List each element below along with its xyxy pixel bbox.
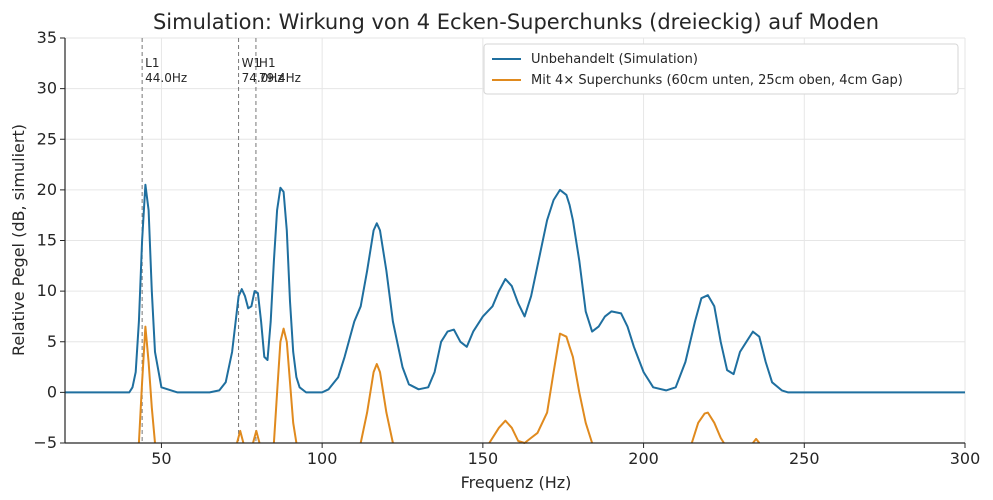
legend-label-superchunks: Mit 4× Superchunks (60cm unten, 25cm obe… (531, 73, 903, 88)
series-line-superchunks-segment-5 (359, 363, 394, 444)
series-line-superchunks-segment-7 (690, 411, 725, 444)
series-line-superchunks-segment-1 (137, 325, 156, 444)
y-tick-label: 25 (37, 129, 57, 148)
x-tick-label: 250 (789, 449, 820, 468)
y-tick-label: 10 (37, 281, 57, 300)
legend-box (483, 43, 959, 95)
mode-freq-label: 74.0Hz (242, 71, 284, 85)
mode-name-label: H1 (259, 56, 276, 70)
series-layer (65, 183, 965, 444)
x-tick-label: 150 (468, 449, 499, 468)
x-tick-label: 200 (628, 449, 659, 468)
series-line-superchunks-segment-4 (272, 327, 298, 444)
series-line-superchunks-segment-2 (236, 429, 245, 444)
series-line-untreated (65, 183, 965, 394)
legend: Unbehandelt (Simulation) Mit 4× Superchu… (483, 43, 959, 95)
y-tick-label: 20 (37, 180, 57, 199)
series-line-superchunks-segment-3 (252, 429, 261, 444)
x-tick-label: 100 (307, 449, 338, 468)
grid-layer (65, 37, 966, 444)
x-axis-label: Frequenz (Hz) (461, 473, 572, 492)
y-axis-label: Relative Pegel (dB, simuliert) (9, 124, 28, 356)
legend-label-untreated: Unbehandelt (Simulation) (531, 52, 698, 67)
chart-title: Simulation: Wirkung von 4 Ecken-Superchu… (153, 10, 879, 34)
series-line-superchunks-segment-8 (752, 437, 761, 444)
axis-layer: 50 100 150 200 250 300 −5 0 5 10 15 20 25 30 35 (33, 28, 980, 468)
y-tick-label: 15 (37, 231, 57, 250)
y-tick-label: 35 (37, 28, 57, 47)
x-tick-label: 50 (151, 449, 171, 468)
y-tick-label: 5 (47, 332, 57, 351)
y-tick-label: 30 (37, 79, 57, 98)
y-tick-label: −5 (33, 433, 57, 452)
y-tick-label: 0 (47, 382, 57, 401)
series-line-superchunks-segment-6 (488, 332, 594, 444)
mode-freq-label: 44.0Hz (145, 71, 187, 85)
mode-freq-label: 79.4Hz (259, 71, 301, 85)
x-tick-label: 300 (950, 449, 981, 468)
mode-name-label: L1 (145, 56, 159, 70)
